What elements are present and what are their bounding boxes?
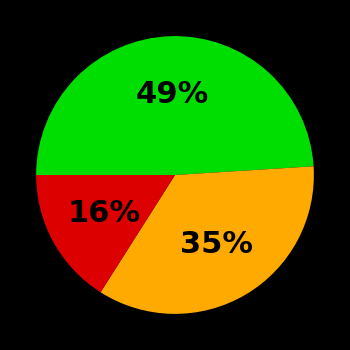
Wedge shape: [100, 166, 314, 314]
Wedge shape: [36, 175, 175, 292]
Text: 35%: 35%: [180, 230, 252, 259]
Text: 49%: 49%: [136, 80, 209, 109]
Text: 16%: 16%: [68, 199, 141, 228]
Wedge shape: [36, 36, 314, 175]
